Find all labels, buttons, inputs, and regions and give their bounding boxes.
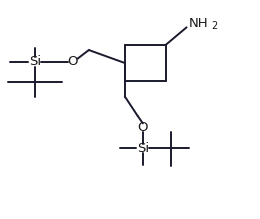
Text: Si: Si xyxy=(137,142,149,155)
Text: Si: Si xyxy=(29,55,41,68)
Text: O: O xyxy=(68,55,78,68)
Text: 2: 2 xyxy=(211,21,217,31)
Text: NH: NH xyxy=(189,16,209,30)
Text: O: O xyxy=(138,121,148,134)
